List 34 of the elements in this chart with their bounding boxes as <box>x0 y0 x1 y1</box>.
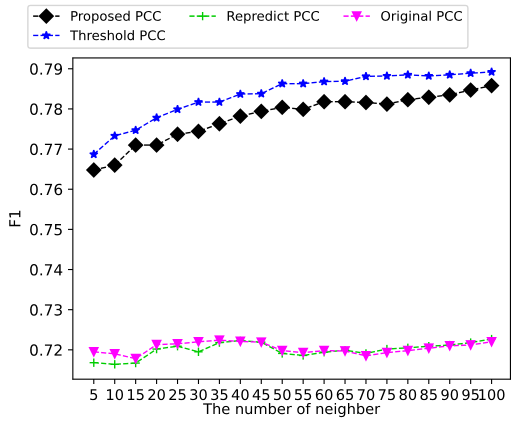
x-tick-label: 15 <box>128 389 144 400</box>
x-tick-label: 50 <box>274 389 291 400</box>
legend-label: Repredict PCC <box>228 10 320 24</box>
x-tick-label: 10 <box>107 389 124 400</box>
y-tick-label: 0.73 <box>30 304 62 316</box>
y-axis-title: F1 <box>9 210 20 226</box>
y-tick-label: 0.76 <box>30 184 62 196</box>
y-tick-label: 0.75 <box>30 224 62 236</box>
x-tick-label: 100 <box>479 389 505 400</box>
x-tick-label: 40 <box>232 389 249 400</box>
x-tick-label: 95 <box>462 389 479 400</box>
x-tick-label: 70 <box>358 389 374 400</box>
x-tick-label: 85 <box>420 389 437 400</box>
x-tick-label: 20 <box>148 389 165 400</box>
x-tick-label: 80 <box>400 389 416 400</box>
y-tick-label: 0.79 <box>30 63 62 75</box>
x-tick-label: 35 <box>211 389 228 400</box>
x-tick-label: 65 <box>336 389 354 400</box>
y-tick-label: 0.72 <box>30 344 62 356</box>
legend-label: Original PCC <box>381 10 462 24</box>
legend-label: Threshold PCC <box>70 30 165 40</box>
y-tick-label: 0.78 <box>30 103 62 115</box>
x-tick-label: 90 <box>441 389 458 400</box>
x-tick-label: 55 <box>295 389 312 400</box>
x-tick-label: 45 <box>252 389 270 400</box>
legend-label: Proposed PCC <box>71 10 161 24</box>
x-tick-label: 75 <box>378 389 395 400</box>
y-tick-label: 0.74 <box>30 264 62 276</box>
x-tick-label: 30 <box>190 389 207 400</box>
y-tick-label: 0.77 <box>30 144 62 156</box>
x-tick-label: 5 <box>90 389 98 400</box>
x-tick-label: 60 <box>316 389 332 400</box>
x-axis-title: The number of neighber <box>203 402 380 418</box>
x-tick-label: 25 <box>169 389 186 400</box>
